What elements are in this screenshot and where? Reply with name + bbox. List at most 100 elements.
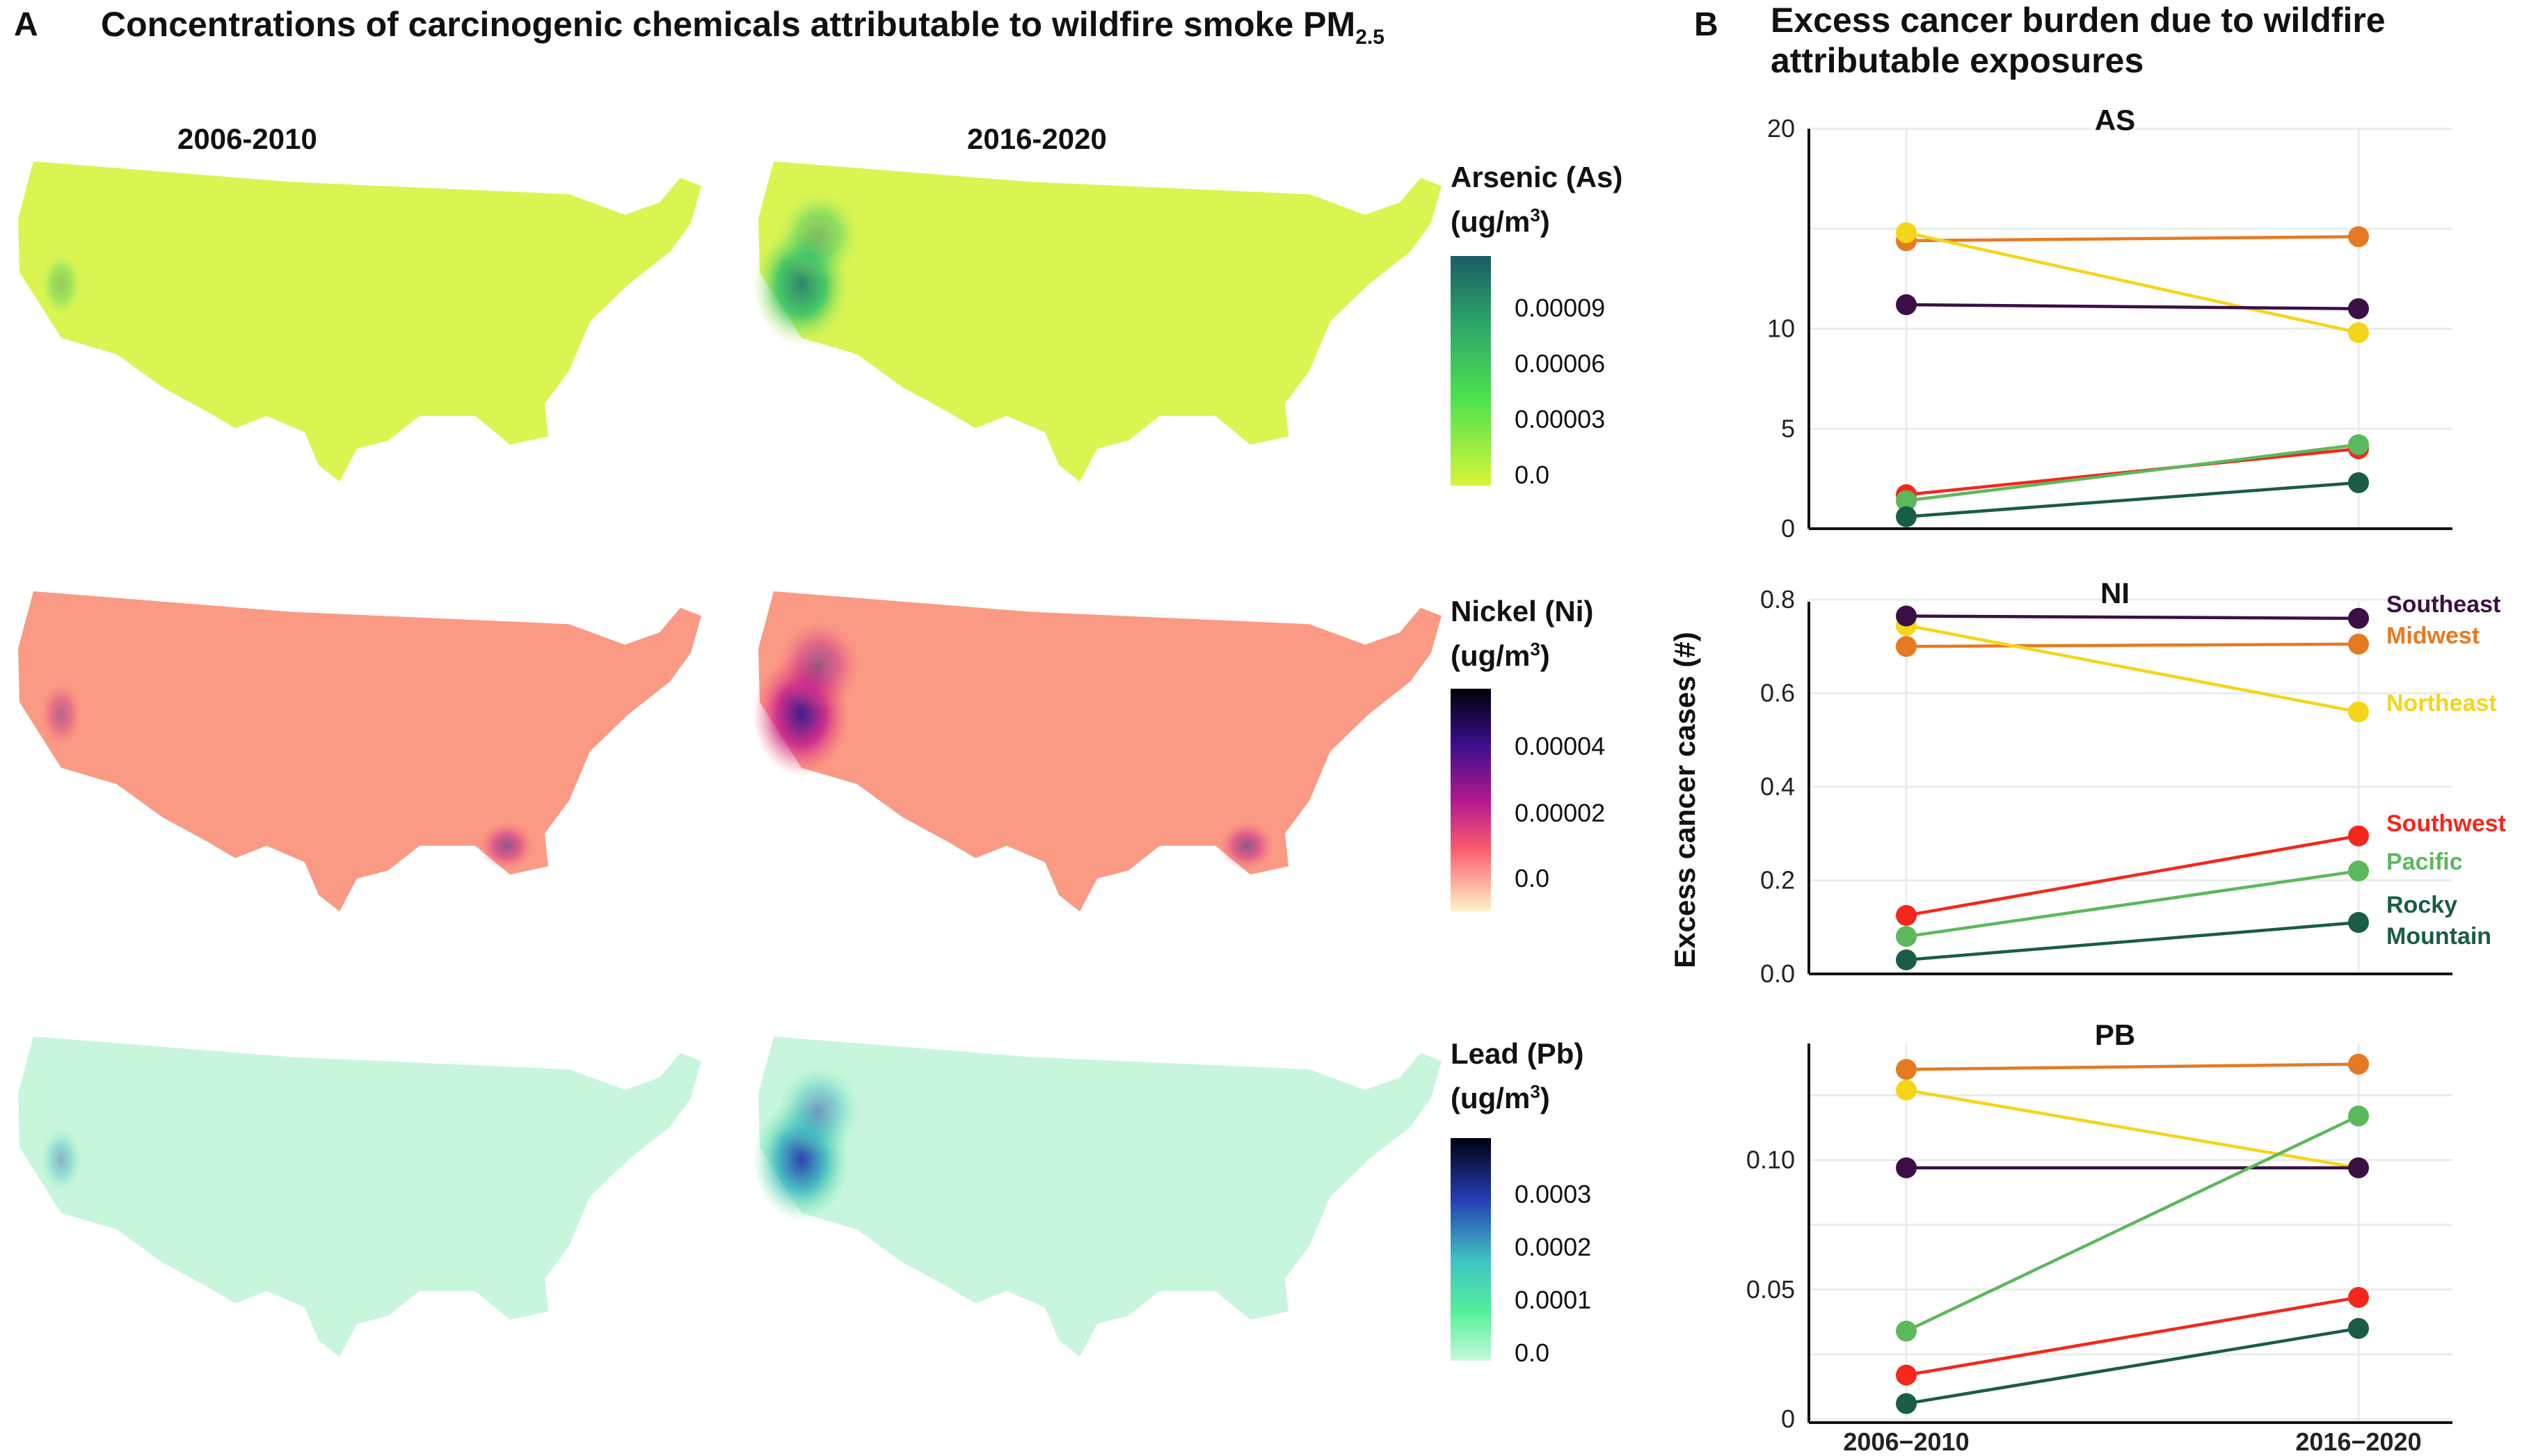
us-map-shape [758, 591, 1442, 912]
legend-arsenic-title: Arsenic (As) (ug/m3) [1451, 159, 1622, 241]
map-arsenic-2016-2020 [753, 161, 1442, 482]
data-point [2348, 607, 2369, 629]
map-nickel-2006-2010 [18, 591, 701, 912]
hotspot [40, 681, 82, 748]
y-tick-label: 0.10 [1746, 1146, 1795, 1174]
panel-a-letter: A [14, 6, 38, 43]
legend-lead: Lead (Pb) (ug/m3) 0.0003 0.0002 0.0001 0.… [1451, 1035, 1591, 1367]
legend-lead-colorbar [1451, 1138, 1491, 1361]
hotspot [40, 1126, 82, 1193]
panel-title-as: AS [2095, 104, 2135, 136]
data-point [1896, 1059, 1917, 1080]
series-segment [1906, 920, 2359, 962]
data-point [2348, 1286, 2369, 1308]
series-segment [1906, 303, 2359, 310]
data-point [1896, 294, 1917, 315]
legend-lead-unit: (ug/m [1451, 1082, 1531, 1114]
hotspot [479, 821, 534, 871]
us-map-shape [758, 161, 1442, 482]
data-point [2348, 1318, 2369, 1339]
panel-b-title-line2: attributable exposures [1771, 41, 2144, 80]
series-label-mountain: Mountain [2386, 923, 2491, 950]
legend-arsenic-tick: 0.0 [1515, 461, 1550, 489]
series-segment [1906, 235, 2359, 243]
legend-nickel: Nickel (Ni) (ug/m3) 0.00004 0.00002 0.0 [1451, 593, 1605, 911]
legend-nickel-unit: (ug/m [1451, 639, 1531, 672]
data-point [1896, 605, 1917, 627]
series-label-southwest: Southwest [2386, 810, 2506, 837]
y-tick-label: 20 [1767, 114, 1795, 143]
map-arsenic-2006-2010 [18, 161, 701, 482]
legend-nickel-tick: 0.0 [1515, 864, 1550, 893]
y-tick-label: 0.4 [1760, 772, 1795, 801]
series-segment [1906, 869, 2359, 938]
legend-nickel-title: Nickel (Ni) (ug/m3) [1451, 593, 1593, 675]
series-line [1896, 825, 2369, 926]
legend-arsenic-unit-close: ) [1540, 205, 1550, 238]
data-point [1896, 1080, 1917, 1101]
data-point [1896, 506, 1917, 527]
hotspot [1219, 821, 1275, 871]
us-map-shape [758, 1037, 1442, 1357]
panel-title-pb: PB [2095, 1018, 2135, 1051]
legend-arsenic-tick: 0.00006 [1515, 349, 1606, 378]
legend-lead-tick: 0.0 [1515, 1338, 1550, 1367]
series-label-pacific: Pacific [2386, 849, 2463, 875]
legend-lead-unit-close: ) [1540, 1082, 1550, 1114]
map-lead-2006-2010 [18, 1037, 701, 1357]
series-segment [1906, 443, 2359, 502]
data-point [2348, 912, 2369, 934]
legend-nickel-line2: (ug/m3) [1451, 630, 1593, 675]
data-point [2348, 1053, 2369, 1075]
data-point [2348, 298, 2369, 319]
series-segment [1906, 623, 2359, 714]
legend-arsenic-tick: 0.00009 [1515, 294, 1606, 322]
legend-arsenic-unit-sup: 3 [1530, 205, 1540, 225]
panel-a-title-subscript: 2.5 [1355, 26, 1384, 49]
column-header-2006-2010: 2006-2010 [177, 122, 317, 155]
chart-panel-ni: NI 0.0 0.2 0.4 0.6 0.8 Southeast Midwest Northea… [1760, 577, 2506, 988]
series-label-northeast: Northeast [2386, 690, 2497, 717]
y-tick-label: 0.8 [1760, 585, 1795, 614]
panel-b-title-line1: Excess cancer burden due to wildfire [1771, 1, 2386, 40]
hotspot [777, 190, 861, 281]
data-point [1896, 1157, 1917, 1178]
series-label-midwest: Midwest [2386, 623, 2480, 649]
data-point [2348, 322, 2369, 344]
data-point [1896, 490, 1917, 511]
chart-panel-pb: PB 0 0.05 0.10 [1746, 1018, 2452, 1433]
legend-arsenic: Arsenic (As) (ug/m3) 0.00009 0.00006 0.00… [1451, 159, 1622, 489]
legend-nickel-tick: 0.00002 [1515, 799, 1606, 827]
series-line [1896, 633, 2369, 657]
series-segment [1906, 1295, 2359, 1377]
data-point [1896, 1393, 1917, 1414]
us-map-shape [18, 591, 701, 912]
data-point [2348, 434, 2369, 456]
column-header-2016-2020: 2016-2020 [967, 122, 1107, 155]
data-point [2348, 701, 2369, 723]
hotspot [40, 251, 82, 318]
series-line [1896, 861, 2369, 947]
y-tick-label: 0.05 [1746, 1275, 1795, 1304]
legend-arsenic-tick: 0.00003 [1515, 405, 1606, 433]
chart-panel-as: AS 0 5 10 20 [1767, 104, 2452, 543]
panel-b-letter: B [1694, 6, 1718, 43]
data-point [2348, 861, 2369, 882]
data-point [1896, 904, 1917, 926]
panel-b-title: Excess cancer burden due to wildfire attr… [1771, 0, 2386, 81]
data-point [1896, 949, 1917, 970]
us-map-shape [18, 1037, 701, 1357]
map-lead-2016-2020 [753, 1037, 1442, 1357]
series-label-rocky: Rocky [2386, 892, 2457, 918]
legend-arsenic-line1: Arsenic (As) [1451, 161, 1623, 193]
data-point [1896, 1364, 1917, 1386]
us-map-shape [18, 161, 701, 482]
panel-a-title: Concentrations of carcinogenic chemicals… [101, 4, 1384, 58]
series-line [1896, 912, 2369, 970]
data-point [1896, 636, 1917, 657]
data-point [2348, 825, 2369, 847]
series-segment [1906, 1062, 2359, 1071]
hotspot [777, 1065, 861, 1156]
series-segment [1906, 1327, 2359, 1405]
legend-arsenic-line2: (ug/m3) [1451, 196, 1622, 241]
